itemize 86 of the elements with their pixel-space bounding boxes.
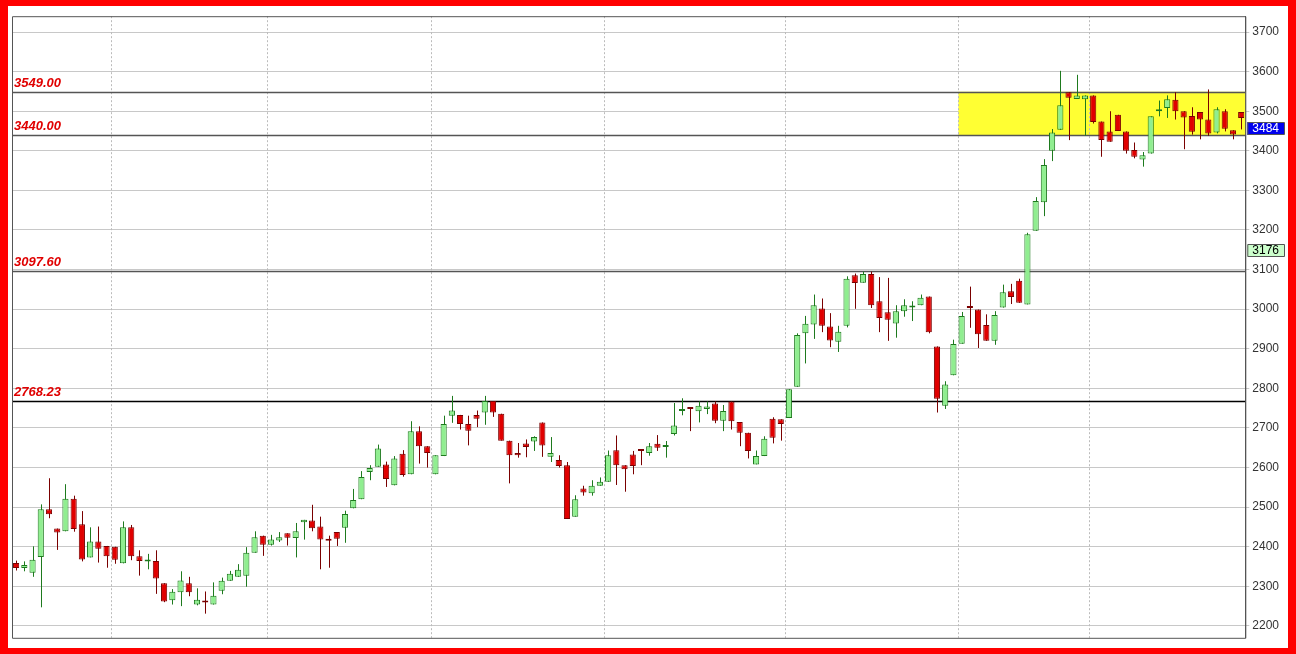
candlestick [827, 312, 834, 348]
candlestick [448, 395, 455, 424]
candlestick [884, 277, 891, 342]
candlestick [1205, 88, 1212, 137]
candlestick [1106, 110, 1113, 143]
text: 3176 [1252, 243, 1280, 258]
candlestick [670, 402, 677, 436]
y-tick-label: 2600 [1252, 459, 1280, 474]
candlestick [317, 516, 324, 570]
candlestick [1081, 94, 1089, 137]
y-tick-label: 3300 [1252, 182, 1280, 197]
candlestick [851, 273, 858, 310]
candlestick [1057, 70, 1064, 131]
candlestick [1007, 283, 1015, 305]
candlestick [942, 380, 949, 410]
candlestick [629, 450, 636, 475]
candlestick [45, 477, 53, 519]
candlestick [1197, 111, 1204, 140]
candlestick [415, 425, 423, 465]
candlestick [818, 297, 825, 333]
candlestick [136, 549, 143, 577]
ref-line-label: 3549.00 [14, 74, 62, 90]
y-tick-label: 3200 [1252, 222, 1280, 237]
y-tick-label: 2500 [1252, 499, 1280, 514]
candlestick [506, 440, 513, 484]
candlestick [991, 310, 998, 346]
candlestick [1172, 91, 1179, 121]
y-tick-label: 2200 [1252, 618, 1280, 633]
candlestick [1188, 106, 1195, 136]
candlestick [358, 470, 365, 500]
candlestick [1221, 108, 1228, 132]
y-tick-label: 3700 [1252, 24, 1280, 39]
candlestick [637, 448, 645, 466]
candlestick [547, 436, 554, 463]
candlestick [1213, 106, 1220, 134]
candlestick [1073, 74, 1080, 100]
text: 3484 [1252, 121, 1280, 136]
candlestick [341, 510, 349, 544]
candlestick [744, 432, 751, 459]
y-tick-label: 3100 [1252, 261, 1280, 276]
candlestick [152, 549, 159, 595]
candlestick [835, 325, 842, 353]
candlestick [177, 570, 184, 607]
candlestick [711, 400, 719, 424]
y-tick-label: 3500 [1252, 103, 1280, 118]
candlestick [728, 400, 735, 431]
candlestick [1164, 94, 1171, 119]
candlestick [1016, 278, 1023, 304]
candlestick [983, 313, 990, 342]
candlestick [695, 400, 702, 423]
y-tick-label: 2400 [1252, 539, 1280, 554]
candlestick [87, 526, 94, 558]
candlestick [736, 421, 743, 447]
candlestick [1065, 91, 1072, 141]
candlestick [1049, 128, 1056, 162]
candlestick [29, 545, 36, 578]
y-tick-label: 3000 [1252, 301, 1280, 316]
y-tick-label: 3400 [1252, 143, 1280, 158]
ref-line-label: 2768.23 [13, 383, 62, 399]
candlestick [802, 315, 809, 364]
candlestick [621, 464, 628, 493]
candlestick [292, 522, 299, 558]
candlestick [243, 546, 250, 588]
candlestick [383, 461, 390, 488]
candlestick [975, 309, 982, 349]
candlestick [810, 294, 817, 340]
candlestick [465, 415, 472, 446]
candlestick [892, 304, 899, 339]
ref-line-label: 3440.00 [14, 117, 62, 133]
candlestick [876, 276, 883, 333]
y-tick-label: 2300 [1252, 578, 1280, 593]
y-tick-label: 2800 [1252, 380, 1280, 395]
candlestick [399, 449, 406, 478]
candlestick [769, 416, 776, 444]
y-tick-label: 2900 [1252, 341, 1280, 356]
y-tick-label: 2700 [1252, 420, 1280, 435]
candlestick [1098, 121, 1105, 158]
candlestick [95, 526, 102, 564]
candlestick [185, 576, 192, 597]
candlestick [481, 395, 488, 426]
candlestick [1180, 110, 1187, 150]
ref-line-label: 3097.60 [14, 253, 62, 269]
candlestick [613, 434, 620, 486]
candlestick [539, 421, 546, 458]
candlestick [720, 404, 727, 432]
y-tick-label: 3600 [1252, 63, 1280, 78]
